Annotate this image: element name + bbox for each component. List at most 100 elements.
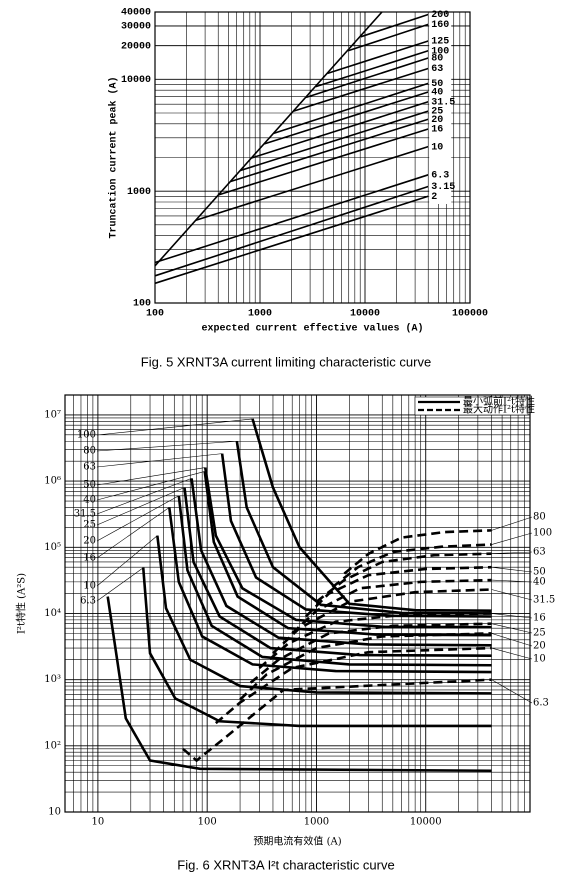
series-label: 20 [83, 536, 96, 547]
leader-line [491, 516, 533, 531]
chart: 10 100 1000 10000 10 10² 10³ 10⁴ 10⁵ 10⁶ 10⁷ 预期电流有效… [15, 394, 555, 872]
x-axis-label: expected current effective values (A) [201, 323, 423, 335]
series-line [183, 487, 492, 658]
series-label: 40 [83, 495, 96, 506]
leader-line [96, 471, 205, 501]
legend-label: 最小弧前I²t特性 [463, 395, 535, 408]
series-line [154, 174, 429, 264]
series-label: 50 [431, 79, 443, 90]
series-label: 3.15 [431, 182, 455, 193]
x-tick-label: 10000 [350, 309, 380, 320]
series-label: 100 [77, 430, 96, 441]
y-tick-label: 10 [48, 807, 61, 818]
series-line [214, 646, 492, 725]
leader-line [491, 532, 533, 545]
leader-line [96, 440, 237, 452]
leader-line [491, 551, 533, 554]
series-label: 10 [83, 581, 96, 592]
series-label: 25 [431, 107, 443, 118]
y-tick-label: 10⁵ [44, 542, 61, 553]
x-tick-label: 100 [198, 817, 217, 828]
series-line [251, 101, 429, 159]
x-tick-label: 1000 [248, 309, 272, 320]
series-label: 10 [533, 654, 546, 665]
series-line [182, 678, 492, 763]
series-line [264, 91, 429, 145]
legend-label: 最大动作I²t特性 [463, 403, 535, 416]
leader-line [96, 478, 192, 515]
series-label: 125 [431, 37, 449, 48]
series-line [331, 543, 492, 589]
label-column [429, 14, 452, 204]
series-label: 63 [431, 64, 443, 75]
leader-line [491, 566, 533, 573]
series-label: 6.3 [80, 596, 96, 607]
series-label: 200 [431, 10, 449, 21]
leader-line [96, 467, 206, 486]
series-line [167, 507, 492, 674]
x-tick-label: 10 [92, 817, 105, 828]
series-line [190, 478, 492, 647]
series-line [343, 529, 492, 575]
series-line [291, 578, 492, 635]
series-line [141, 567, 492, 728]
series-line [251, 418, 492, 613]
series-label: 50 [83, 480, 96, 491]
series-line [347, 23, 429, 52]
series-label: 2 [431, 192, 437, 203]
series-label: 63 [533, 547, 546, 558]
leader-line [96, 535, 158, 587]
leader-line [491, 679, 533, 704]
series-label: 6.3 [431, 170, 449, 181]
series-line [154, 11, 383, 267]
series-line [220, 453, 492, 618]
leader-line [96, 567, 144, 602]
series-label: 80 [431, 54, 443, 65]
series-label: 80 [83, 446, 96, 457]
series-label: 31.5 [431, 97, 455, 108]
series-line [106, 596, 492, 773]
series-line [258, 612, 492, 669]
series-line [217, 128, 429, 196]
y-tick-label: 10⁴ [44, 608, 61, 619]
series-line [195, 145, 429, 221]
chart: 100 1000 10000 100000 100 1000 10000 20000 30000… [108, 8, 488, 370]
series-line [156, 535, 492, 695]
series-line [315, 552, 492, 603]
series-label: 31.5 [533, 595, 555, 606]
caption: Fig. 6 XRNT3A I²t characteristic curve [177, 857, 394, 872]
leader-line [96, 507, 170, 559]
series-label: 100 [533, 528, 552, 539]
series-label: 20 [533, 641, 546, 652]
y-tick-label: 30000 [121, 22, 151, 33]
series-label: 50 [533, 567, 546, 578]
series-label: 6.3 [533, 698, 549, 709]
series-line [177, 495, 492, 667]
y-tick-label: 1000 [127, 187, 151, 198]
series-label: 160 [431, 20, 449, 31]
x-axis-label: 预期电流有效值 (A) [253, 835, 341, 848]
series-label: 40 [431, 88, 443, 99]
series-label: 20 [431, 115, 443, 126]
series-line [327, 40, 429, 75]
leader-line [96, 418, 253, 436]
series-label: 16 [83, 553, 96, 564]
x-tick-label: 100000 [452, 309, 488, 320]
series-label: 100 [431, 46, 449, 57]
series-line [235, 441, 492, 615]
y-tick-label: 100 [133, 299, 151, 310]
x-tick-label: 10000 [410, 817, 442, 828]
series-line [293, 67, 429, 112]
leader-line [491, 623, 533, 634]
series-line [203, 471, 492, 637]
leader-line [491, 647, 533, 660]
y-axis-label: I²t特性 (A²S) [15, 573, 28, 634]
y-tick-label: 10³ [44, 674, 61, 685]
series-label: 25 [533, 628, 546, 639]
series-line [249, 622, 492, 684]
y-tick-label: 10000 [121, 75, 151, 86]
y-axis-label: Truncation current peak (A) [108, 76, 120, 238]
series-line [203, 467, 492, 629]
